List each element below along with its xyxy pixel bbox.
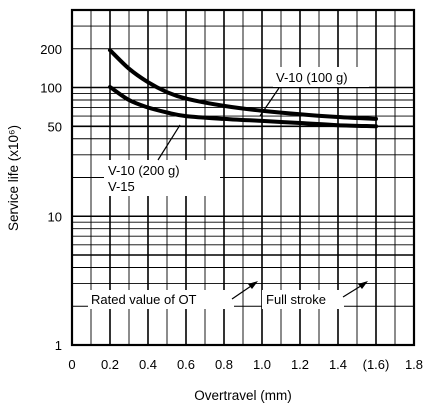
- arrow-full-stroke-head: [358, 281, 368, 289]
- annotation-v10-100g: V-10 (100 g): [276, 70, 348, 85]
- label-bg-v10-200g: [104, 160, 220, 196]
- x-tick-label: (1.6): [363, 357, 390, 372]
- y-tick-label: 10: [48, 209, 62, 224]
- x-tick-label: 1.8: [405, 357, 423, 372]
- x-tick-label: 1.4: [329, 357, 347, 372]
- leader-lines: [157, 87, 368, 300]
- y-tick-label: 100: [40, 81, 62, 96]
- x-tick-label: 1.2: [291, 357, 309, 372]
- x-tick-label: 0.2: [101, 357, 119, 372]
- x-axis-label: Overtravel (mm): [194, 388, 292, 403]
- x-tick-label: 0.4: [139, 357, 157, 372]
- series-line-v-10-100-g: [108, 48, 378, 121]
- annotation-rated-value-of-ot: Rated value of OT: [91, 292, 197, 307]
- y-tick-labels: 1 10 50 100 200: [40, 42, 62, 353]
- y-tick-label: 50: [48, 119, 62, 134]
- leader-v10-200g: [157, 124, 181, 161]
- x-tick-labels: 0 0.2 0.4 0.6 0.8 1.0 1.2 1.4 (1.6) 1.8: [68, 357, 423, 372]
- y-tick-label: 200: [40, 42, 62, 57]
- annotation-v15: V-15: [108, 179, 135, 194]
- y-tick-label: 1: [55, 338, 62, 353]
- series-layer: [108, 48, 378, 129]
- x-tick-label: 1.0: [253, 357, 271, 372]
- x-tick-label: 0.8: [215, 357, 233, 372]
- grid-lines: [72, 10, 414, 345]
- plot-frame: [70, 8, 416, 347]
- leader-v10-100g: [259, 87, 280, 117]
- x-tick-label: 0: [68, 357, 75, 372]
- annotation-full-stroke: Full stroke: [266, 292, 326, 307]
- x-tick-label: 0.6: [177, 357, 195, 372]
- y-axis-label: Service life (x10⁶): [6, 125, 21, 231]
- annotation-v10-200g: V-10 (200 g): [108, 163, 180, 178]
- label-bg-full-stroke: [262, 290, 344, 309]
- arrow-rated-ot-head: [248, 281, 258, 289]
- series-line-v-10-200-g: [108, 85, 378, 129]
- label-bg-v10-100g: [273, 67, 369, 87]
- label-bg-rated-ot: [88, 290, 234, 309]
